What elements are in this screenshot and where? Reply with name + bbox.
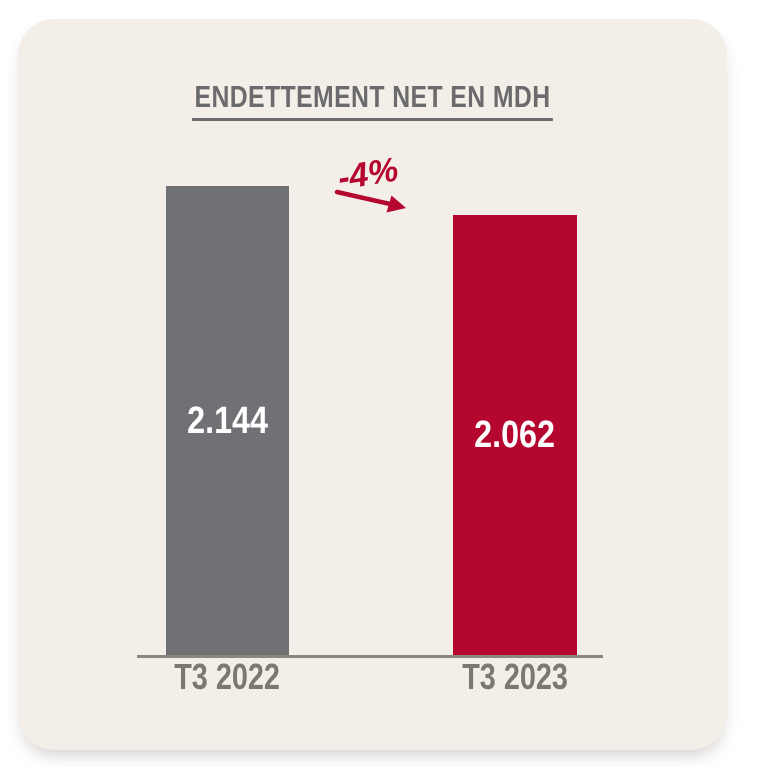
x-axis-label-t3-2022: T3 2022 [158, 659, 297, 695]
x-axis-label-t3-2022-text: T3 2022 [174, 656, 281, 697]
chart-card: ENDETTEMENT NET EN MDH -4% 2.144 2.062 T… [18, 19, 727, 750]
arrow-head [386, 195, 406, 213]
bar-value-t3-2022: 2.144 [187, 399, 268, 442]
down-right-arrow-icon [334, 189, 406, 213]
x-axis-line [137, 655, 603, 658]
bar-t3-2023: 2.062 [453, 215, 577, 655]
chart-title-row: ENDETTEMENT NET EN MDH [18, 81, 727, 121]
arrow-shaft [334, 189, 393, 207]
x-axis-label-t3-2023-text: T3 2023 [462, 656, 568, 697]
bar-t3-2022: 2.144 [166, 186, 289, 655]
chart-title: ENDETTEMENT NET EN MDH [192, 81, 553, 121]
bar-value-t3-2023: 2.062 [474, 414, 556, 456]
x-axis-label-t3-2023: T3 2023 [445, 659, 585, 695]
